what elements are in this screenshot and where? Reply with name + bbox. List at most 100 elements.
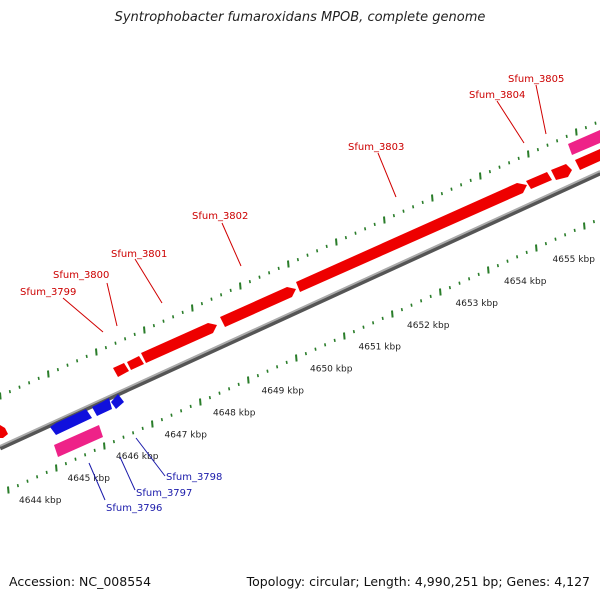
tick-mark (180, 409, 183, 413)
tick-mark (295, 354, 298, 362)
label-sfum-3796: Sfum_3796 (106, 503, 162, 514)
gene-sfum-3806[interactable] (575, 149, 600, 170)
tick-mark (535, 244, 538, 252)
tick-mark (93, 448, 96, 453)
tick-mark (162, 319, 165, 323)
tick-mark (431, 194, 434, 202)
feature-pink-left[interactable] (54, 425, 103, 457)
tick-mark (410, 303, 413, 307)
tick-mark (200, 301, 203, 306)
label-sfum-3802: Sfum_3802 (192, 211, 248, 222)
tick-mark (450, 187, 453, 191)
scale-label: 4648 kbp (213, 408, 256, 418)
gene-sfum-3804[interactable] (526, 172, 552, 189)
tick-mark (469, 178, 472, 183)
tick-mark (391, 310, 394, 318)
tick-mark (488, 169, 491, 174)
tick-mark (74, 457, 77, 461)
tick-mark (544, 241, 547, 246)
tick-mark (248, 279, 251, 284)
label-sfum-3801: Sfum_3801 (111, 249, 167, 260)
leader-sfum-3805 (535, 84, 547, 135)
tick-mark (45, 470, 48, 475)
leader-sfum-3797 (119, 456, 136, 491)
tick-mark (429, 294, 432, 299)
tick-mark (124, 337, 127, 341)
forward-track-ticks (0, 121, 597, 400)
genome-summary-text: Topology: circular; Length: 4,990,251 bp… (246, 574, 590, 589)
tick-mark (487, 266, 490, 274)
tick-mark (352, 329, 355, 334)
accession-text: Accession: NC_008554 (9, 574, 152, 589)
tick-mark (16, 483, 19, 488)
tick-mark (276, 365, 279, 369)
tick-mark (412, 205, 415, 209)
tick-mark (239, 282, 242, 290)
gene-sfum-3797[interactable] (92, 398, 112, 416)
genome-title: Syntrophobacter fumaroxidans MPOB, compl… (114, 10, 486, 25)
tick-mark (364, 227, 367, 231)
tick-mark (143, 326, 146, 334)
tick-mark (181, 310, 184, 315)
tick-mark (256, 373, 259, 378)
leader-sfum-3798 (135, 437, 166, 477)
label-sfum-3805: Sfum_3805 (508, 74, 564, 85)
scale-label: 4655 kbp (553, 255, 596, 265)
tick-mark (400, 307, 403, 312)
tick-mark (402, 209, 405, 213)
tick-mark (112, 439, 115, 444)
tick-mark (575, 128, 578, 136)
tick-mark (372, 321, 375, 325)
label-sfum-3797: Sfum_3797 (136, 488, 192, 499)
gene-sfum-3802[interactable] (220, 287, 296, 327)
tick-mark (325, 244, 328, 249)
tick-mark (296, 257, 299, 262)
label-sfum-3798: Sfum_3798 (166, 472, 222, 483)
tick-mark (84, 453, 87, 457)
tick-mark (132, 431, 135, 435)
tick-mark (189, 404, 192, 409)
tick-mark (421, 200, 424, 205)
gene-sfum-3798[interactable] (111, 394, 124, 409)
tick-mark (583, 222, 586, 230)
gene-sfum-3796[interactable] (50, 409, 92, 435)
gene-edge-left[interactable] (0, 425, 8, 438)
gene-sfum-3805[interactable] (551, 164, 572, 180)
gene-sfum-3800[interactable] (127, 356, 144, 370)
tick-mark (133, 332, 136, 337)
tick-mark (141, 426, 144, 431)
tick-mark (8, 389, 11, 394)
tick-mark (344, 235, 347, 240)
gene-leader-lines (62, 84, 547, 501)
tick-mark (170, 413, 173, 417)
tick-mark (335, 238, 338, 246)
tick-mark (556, 139, 559, 143)
tick-mark (516, 255, 519, 259)
tick-mark (392, 213, 395, 218)
tick-mark (383, 216, 386, 224)
tick-mark (208, 395, 211, 400)
tick-mark (440, 191, 443, 196)
feature-pink-right[interactable] (568, 130, 600, 155)
label-sfum-3799: Sfum_3799 (20, 287, 76, 298)
tick-mark (306, 253, 309, 257)
tick-mark (362, 325, 365, 329)
gene-labels: Sfum_3799 Sfum_3800 Sfum_3801 Sfum_3802 … (20, 74, 564, 514)
scale-label: 4651 kbp (359, 343, 402, 353)
tick-mark (333, 338, 336, 343)
tick-mark (237, 382, 240, 387)
tick-mark (220, 293, 223, 297)
tick-mark (191, 304, 194, 312)
tick-mark (584, 125, 587, 130)
tick-mark (172, 315, 175, 319)
tick-mark (479, 172, 482, 180)
tick-mark (7, 486, 10, 494)
scale-label: 4654 kbp (504, 277, 547, 287)
gene-sfum-3801[interactable] (141, 323, 217, 363)
scale-ticks (7, 219, 595, 494)
scale-label: 4653 kbp (456, 299, 499, 309)
tick-mark (498, 165, 501, 169)
gene-sfum-3803[interactable] (296, 183, 527, 292)
gene-sfum-3799[interactable] (113, 363, 129, 377)
tick-mark (554, 237, 557, 241)
